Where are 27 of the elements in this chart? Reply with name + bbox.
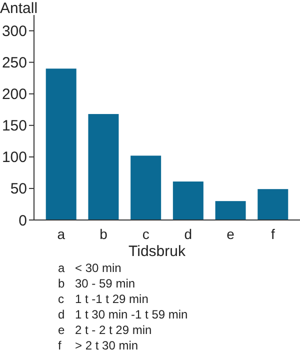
x-tick-label: d — [184, 226, 192, 242]
y-tick-label: 300 — [2, 23, 27, 40]
text: d 1 t 30 min -1 t 59 min — [58, 308, 188, 322]
y-tick-label: 150 — [2, 118, 27, 135]
x-axis-title: Tidsbruk — [128, 243, 186, 260]
text: a < 30 min — [58, 261, 122, 275]
text: e 2 t - 2 t 29 min — [58, 323, 152, 337]
y-tick-label: 50 — [10, 180, 27, 198]
y-tick-label: 0 — [18, 212, 27, 230]
bar — [46, 68, 76, 220]
bar — [130, 156, 162, 220]
y-tick-label: 250 — [2, 54, 27, 72]
text: f > 2 t 30 min — [58, 338, 138, 352]
x-tick-label: a — [57, 226, 66, 242]
x-tick-label: c — [142, 226, 150, 242]
x-tick-label: f — [270, 226, 275, 242]
y-tick-label: 100 — [2, 149, 27, 166]
x-tick-label: b — [100, 226, 108, 242]
text: b 30 - 59 min — [58, 276, 136, 290]
y-axis-title: Antall — [0, 0, 38, 17]
bar — [215, 201, 246, 220]
bar — [88, 114, 119, 220]
y-tick-label: 200 — [2, 86, 27, 104]
bar — [258, 189, 288, 220]
text: c 1 t -1 t 29 min — [58, 292, 148, 306]
x-tick-label: e — [226, 226, 235, 242]
bar — [172, 182, 204, 220]
